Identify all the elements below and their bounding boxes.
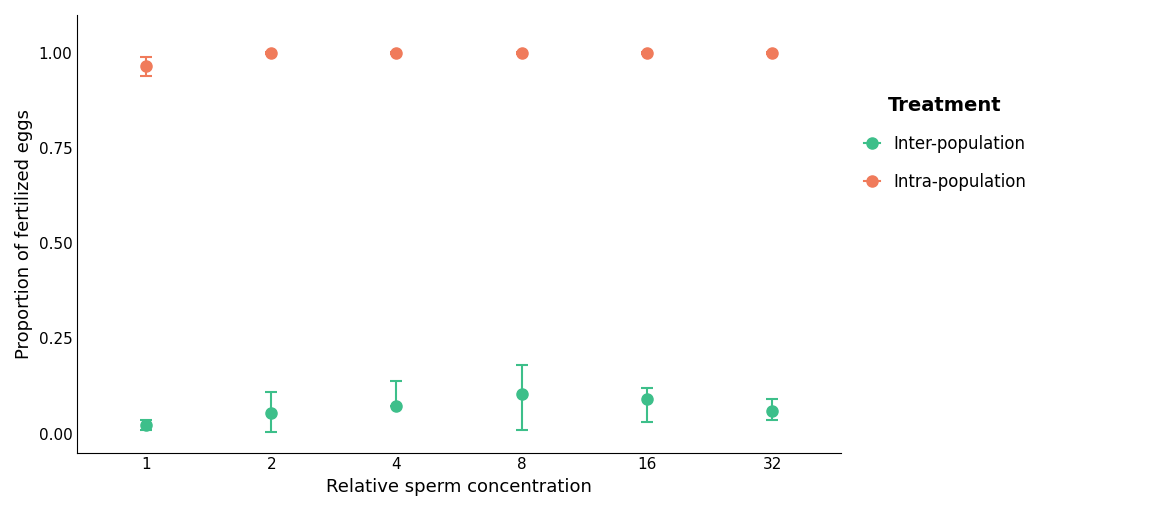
Legend: Inter-population, Intra-population: Inter-population, Intra-population	[857, 89, 1033, 197]
X-axis label: Relative sperm concentration: Relative sperm concentration	[326, 478, 592, 496]
Y-axis label: Proportion of fertilized eggs: Proportion of fertilized eggs	[15, 109, 33, 359]
